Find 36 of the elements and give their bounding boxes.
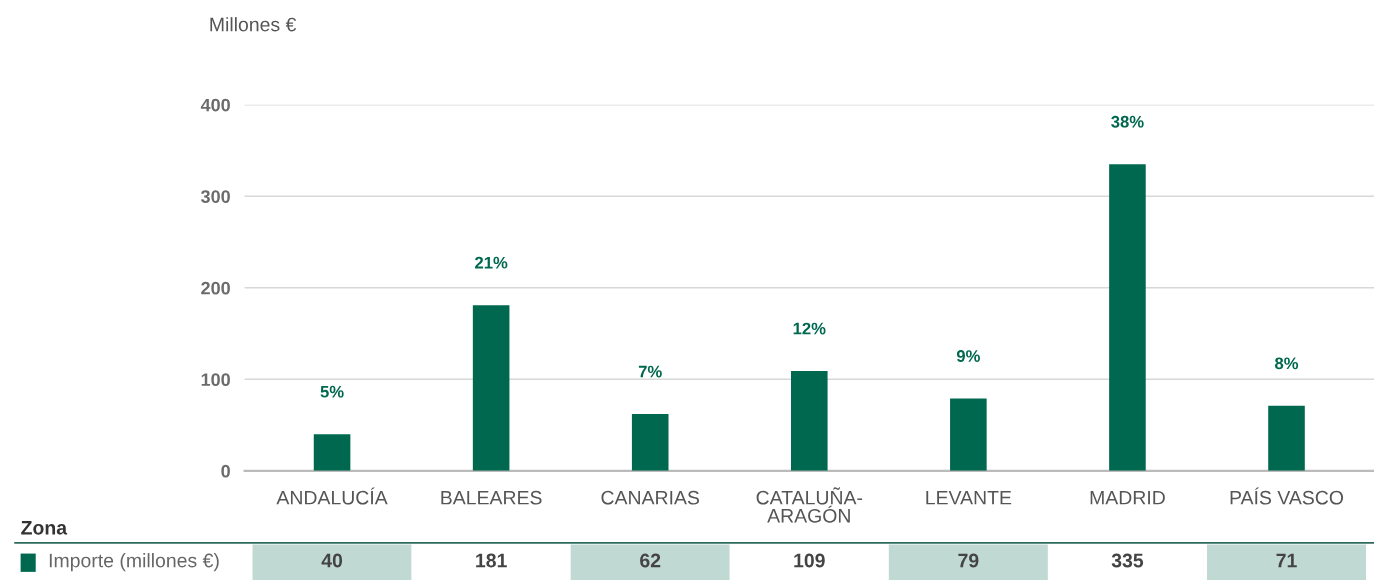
- y-axis-title: Millones €: [210, 17, 297, 32]
- bar: [1109, 164, 1146, 471]
- bar: [313, 434, 351, 471]
- x-tick-label: CATALUÑA-ARAGÓN: [756, 487, 863, 523]
- x-tick-label: BALEARES: [441, 490, 542, 505]
- annotation: 12%: [793, 322, 826, 335]
- bar: [1268, 405, 1305, 471]
- data-label: 109: [794, 553, 825, 568]
- data-label: 335: [1111, 553, 1144, 568]
- data-label: 79: [958, 553, 979, 568]
- bar: [950, 398, 987, 471]
- y-tick-label: 100: [201, 373, 230, 387]
- annotation: 38%: [1111, 115, 1144, 128]
- text: Zona: [21, 521, 68, 535]
- annotation: 5%: [320, 385, 344, 398]
- bar: [472, 305, 510, 471]
- x-tick-label: ANDALUCÍA: [276, 487, 388, 505]
- y-tick-label: 0: [221, 464, 230, 478]
- bar: [790, 371, 828, 471]
- bar: [631, 414, 669, 471]
- annotation: 8%: [1274, 357, 1299, 370]
- annotation: 7%: [638, 365, 662, 378]
- x-tick-label: LEVANTE: [926, 491, 1012, 505]
- data-label: 40: [321, 553, 343, 568]
- data-label: 71: [1276, 553, 1297, 568]
- data-label: 181: [476, 553, 507, 568]
- y-tick-label: 400: [200, 98, 230, 112]
- x-tick-label: PAÍS VASCO: [1230, 487, 1344, 505]
- x-tick-label: MADRID: [1090, 491, 1165, 505]
- y-tick-label: 300: [200, 190, 230, 204]
- y-tick-label: 200: [201, 281, 230, 295]
- annotation: 9%: [956, 350, 980, 362]
- legend-label: Importe (millones €): [49, 553, 219, 572]
- data-label: 62: [640, 553, 661, 568]
- x-tick-label: CANARIAS: [601, 490, 700, 505]
- annotation: 21%: [475, 256, 508, 269]
